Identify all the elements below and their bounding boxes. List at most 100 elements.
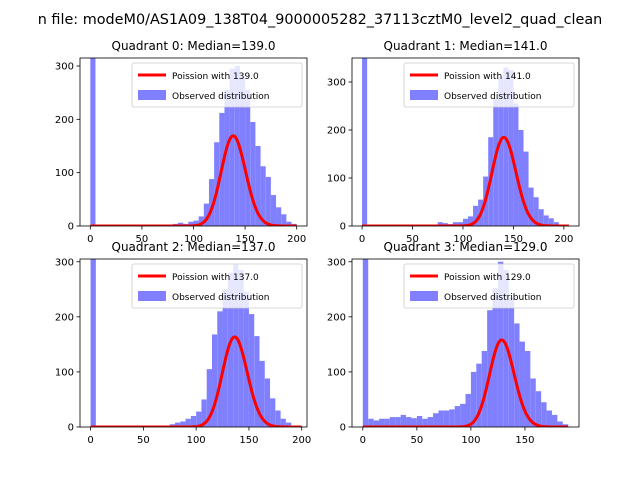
subplot-title: Quadrant 1: Median=141.0 bbox=[384, 39, 548, 53]
histogram-bar bbox=[518, 130, 524, 226]
histogram-bar bbox=[513, 103, 519, 226]
x-tick-label: 50 bbox=[137, 435, 150, 446]
histogram-bar bbox=[535, 391, 542, 427]
histogram-bar bbox=[90, 58, 96, 226]
histogram-bar bbox=[196, 411, 202, 427]
histogram-bar bbox=[538, 209, 544, 226]
y-tick-label: 0 bbox=[340, 423, 346, 434]
subplot-2: 0 50 100 150 200 0 100 200 300 Quadrant 2: Median… bbox=[55, 240, 311, 446]
histogram-bar bbox=[270, 195, 277, 226]
histogram-bar bbox=[481, 350, 488, 427]
poisson-curve bbox=[362, 338, 569, 427]
histogram-bar bbox=[203, 203, 209, 226]
histogram-bar bbox=[422, 418, 428, 427]
histogram-bar bbox=[400, 414, 407, 427]
histogram-bar bbox=[198, 216, 204, 226]
x-tick-label: 0 bbox=[87, 234, 93, 245]
histogram-bar bbox=[476, 363, 482, 427]
plot-area bbox=[362, 259, 569, 427]
histogram-bar bbox=[427, 417, 434, 427]
y-tick-label: 200 bbox=[327, 126, 346, 137]
histogram-bar bbox=[178, 222, 184, 226]
histogram-bar bbox=[395, 417, 401, 427]
subplot-title: Quadrant 2: Median=137.0 bbox=[112, 240, 276, 254]
histogram-bar bbox=[454, 406, 461, 427]
histogram-bar bbox=[281, 214, 287, 226]
poisson-curve bbox=[90, 335, 303, 427]
histogram-bar bbox=[373, 420, 380, 427]
subplot-1: 0 50 100 150 200 0 100 200 300 Quadrant 1: Median… bbox=[327, 39, 580, 245]
histogram-bar bbox=[411, 418, 417, 427]
histogram-bar bbox=[379, 418, 385, 427]
histogram-bar bbox=[533, 197, 539, 226]
x-tick-label: 100 bbox=[453, 234, 472, 245]
x-tick-label: 100 bbox=[461, 435, 480, 446]
histogram-bar bbox=[498, 77, 504, 226]
histogram-bar bbox=[492, 288, 498, 427]
axes-frame bbox=[351, 57, 580, 227]
histogram-bar bbox=[185, 418, 191, 427]
histogram-bar bbox=[530, 378, 536, 427]
histogram-bar bbox=[541, 402, 547, 427]
histogram-bar bbox=[493, 98, 499, 226]
plot-area bbox=[90, 259, 303, 427]
histogram-bar bbox=[217, 311, 223, 427]
histogram-bar bbox=[211, 334, 218, 427]
legend-swatch-bar bbox=[138, 291, 166, 301]
x-tick-label: 0 bbox=[87, 435, 93, 446]
histogram-bar bbox=[201, 399, 207, 427]
histogram-bar bbox=[190, 415, 197, 427]
subplot-title: Quadrant 3: Median=129.0 bbox=[384, 240, 548, 254]
histogram-bar bbox=[234, 66, 240, 226]
histogram-bar bbox=[285, 422, 292, 427]
x-tick-label: 200 bbox=[554, 234, 573, 245]
histogram-bar bbox=[557, 421, 563, 427]
histogram-bar bbox=[276, 207, 282, 226]
x-tick-label: 200 bbox=[287, 234, 306, 245]
legend-frame bbox=[403, 263, 575, 309]
histogram-bar bbox=[214, 142, 220, 226]
histogram-bar bbox=[452, 222, 458, 226]
histogram-bar bbox=[229, 68, 235, 226]
histogram-bar bbox=[206, 369, 212, 427]
histogram-bar bbox=[260, 166, 266, 226]
histogram-bar bbox=[433, 413, 439, 427]
y-tick-label: 100 bbox=[327, 174, 346, 185]
histogram-bar bbox=[224, 90, 230, 226]
legend-swatch-bar bbox=[138, 90, 166, 100]
histogram-bar bbox=[193, 220, 199, 226]
x-tick-label: 0 bbox=[359, 234, 365, 245]
subplot-title: Quadrant 0: Median=139.0 bbox=[112, 39, 276, 53]
legend-label-poisson: Poission with 137.0 bbox=[172, 273, 259, 283]
y-tick-label: 0 bbox=[68, 423, 74, 434]
histogram-bar bbox=[255, 146, 261, 226]
y-tick-label: 100 bbox=[55, 367, 74, 378]
histogram-bar bbox=[362, 58, 368, 226]
legend-label-poisson: Poission with 129.0 bbox=[444, 273, 531, 283]
histogram-bar bbox=[519, 341, 525, 427]
histogram-bar bbox=[546, 410, 552, 427]
legend: Poission with 129.0 Observed distribution bbox=[403, 263, 575, 309]
legend-label-observed: Observed distribution bbox=[444, 92, 541, 102]
histogram-bar bbox=[462, 218, 469, 226]
x-tick-label: 100 bbox=[184, 234, 203, 245]
histogram-bar bbox=[389, 417, 396, 427]
histogram-bar bbox=[543, 215, 549, 226]
histogram-bar bbox=[551, 414, 558, 427]
legend: Poission with 139.0 Observed distribution bbox=[131, 62, 303, 108]
histogram-bar bbox=[449, 409, 455, 427]
x-tick-label: 200 bbox=[292, 435, 311, 446]
histogram-bar bbox=[180, 421, 186, 427]
x-tick-label: 150 bbox=[504, 234, 523, 245]
histogram-bar bbox=[470, 371, 477, 427]
axes-frame bbox=[351, 258, 580, 428]
histogram-bar bbox=[443, 410, 450, 427]
legend-label-poisson: Poission with 139.0 bbox=[172, 72, 259, 82]
histogram-bar bbox=[188, 221, 194, 226]
x-tick-label: 0 bbox=[360, 435, 366, 446]
legend: Poission with 141.0 Observed distribution bbox=[403, 62, 575, 108]
y-tick-label: 100 bbox=[327, 367, 346, 378]
histogram-bar bbox=[362, 259, 369, 427]
histogram-bar bbox=[528, 187, 534, 226]
